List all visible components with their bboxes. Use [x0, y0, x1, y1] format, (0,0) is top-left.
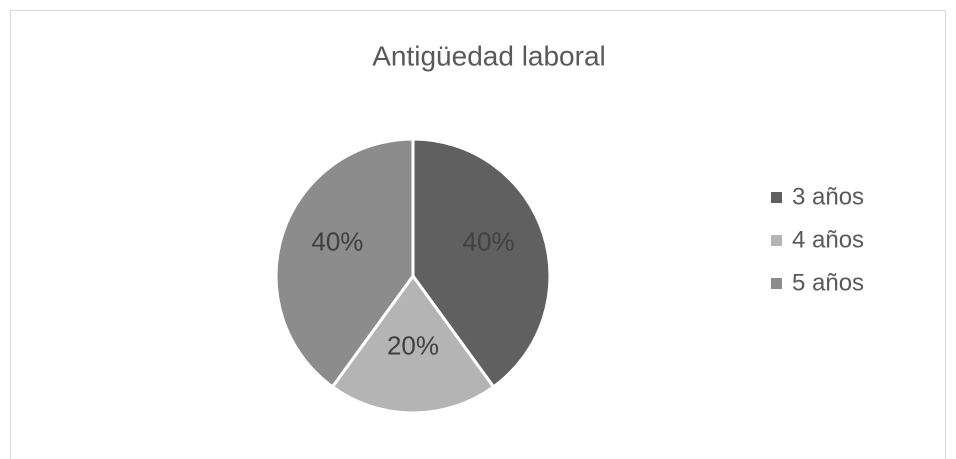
data-label: 40%: [463, 226, 515, 256]
legend-label: 5 años: [792, 269, 864, 296]
chart-title: Antigüedad laboral: [372, 40, 606, 71]
data-label: 40%: [311, 226, 363, 256]
legend-label: 4 años: [792, 226, 864, 253]
legend-label: 3 años: [792, 183, 864, 210]
pie-slice: [411, 137, 552, 389]
legend-swatch: [771, 192, 782, 203]
legend-swatch: [771, 235, 782, 246]
data-label: 20%: [387, 330, 439, 360]
pie-slice: [330, 273, 496, 415]
pie-slice: [274, 137, 415, 389]
legend-swatch: [771, 278, 782, 289]
